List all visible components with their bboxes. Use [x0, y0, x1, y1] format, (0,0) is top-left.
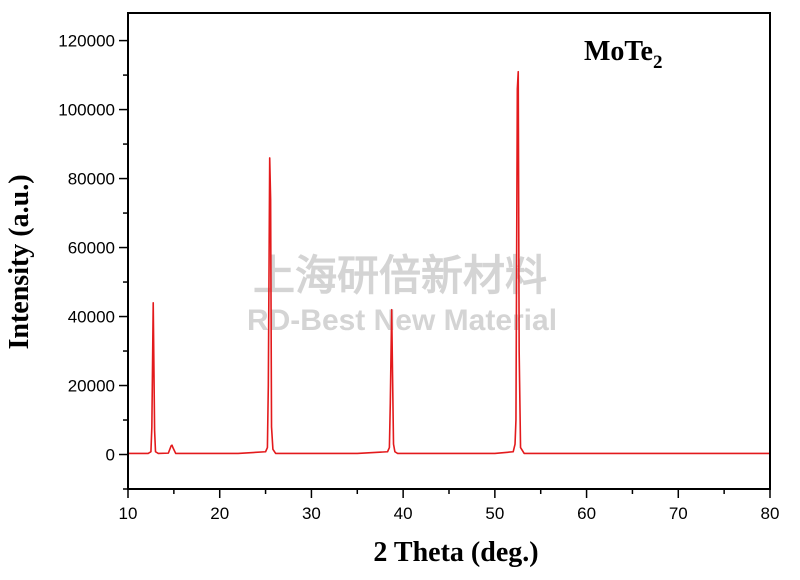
x-tick-label: 50 — [485, 504, 504, 523]
y-tick-label: 60000 — [68, 239, 115, 258]
y-axis-title: Intensity (a.u.) — [4, 174, 35, 349]
x-tick-label: 80 — [761, 504, 780, 523]
x-tick-label: 70 — [669, 504, 688, 523]
x-tick-label: 60 — [577, 504, 596, 523]
y-tick-label: 0 — [106, 446, 115, 465]
watermark-en: RD-Best New Material — [247, 304, 557, 337]
y-tick-label: 120000 — [58, 32, 115, 51]
x-tick-label: 20 — [210, 504, 229, 523]
x-tick-label: 40 — [394, 504, 413, 523]
ticks-layer — [119, 39, 771, 498]
chart-title-subscript: 2 — [653, 52, 663, 73]
chart-title: MoTe2 — [584, 36, 662, 73]
y-tick-label: 20000 — [68, 377, 115, 396]
x-axis-title: 2 Theta (deg.) — [373, 537, 538, 568]
series-layer — [128, 70, 770, 455]
watermark-cn: 上海研倍新材料 — [253, 251, 547, 300]
y-tick-label: 80000 — [68, 170, 115, 189]
y-tick-label: 40000 — [68, 308, 115, 327]
labels-layer: 10 20 30 40 50 60 70 80 0 20000 40000 60000 80000 100… — [58, 32, 779, 523]
x-tick-label: 10 — [119, 504, 138, 523]
x-tick-label: 30 — [302, 504, 321, 523]
y-tick-label: 100000 — [58, 101, 115, 120]
chart-title-main: MoTe — [584, 36, 653, 67]
watermark: 上海研倍新材料 RD-Best New Material — [247, 251, 557, 337]
series-line-0 — [128, 70, 770, 455]
